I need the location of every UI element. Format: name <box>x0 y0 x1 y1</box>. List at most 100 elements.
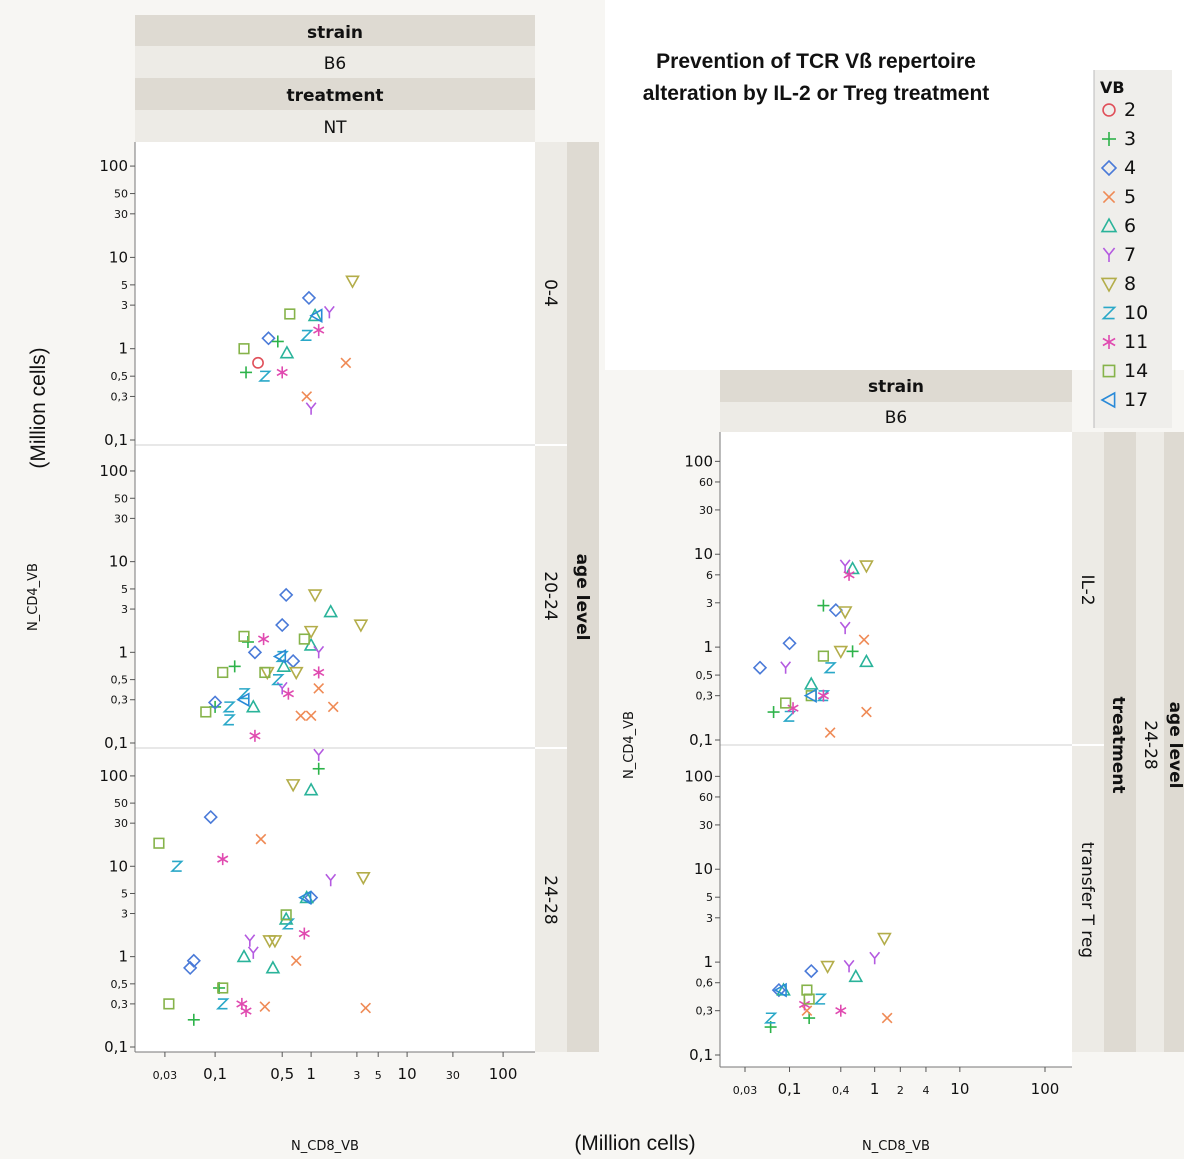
right-row1-ytick-1: 60 <box>699 476 713 489</box>
right-xtick-1: 0,1 <box>778 1080 802 1098</box>
legend-symbol-vb-7 <box>1102 247 1116 262</box>
point-facet4-vb10-13 <box>813 993 828 1005</box>
left-plot-area <box>135 142 535 1052</box>
point-facet3-vb4-4 <box>782 636 797 651</box>
point-facet2-vb5-8 <box>259 1001 271 1012</box>
point-facet2-vb11-30 <box>298 927 310 940</box>
point-facet3-vb11-23 <box>843 568 855 581</box>
left-row2-ytick-4: 5 <box>121 583 128 596</box>
point-facet2-vb4-4 <box>186 953 201 968</box>
point-facet3-vb8-15 <box>833 645 849 660</box>
legend-symbol-vb-14 <box>1102 364 1116 378</box>
point-facet1-vb4-3 <box>207 695 223 710</box>
point-facet3-vb14-26 <box>817 650 830 662</box>
legend-symbol-vb-11 <box>1102 335 1116 349</box>
left-xtick-7: 30 <box>446 1069 460 1082</box>
left-row1-ytick-0: 100 <box>99 157 128 175</box>
point-facet2-vb6-12 <box>265 960 281 974</box>
legend-title: VB <box>1100 78 1125 97</box>
point-facet0-vb4-3 <box>301 290 317 306</box>
point-facet2-vb8-23 <box>355 871 371 886</box>
chart-title-line2: alteration by IL-2 or Treg treatment <box>643 82 990 105</box>
point-facet1-vb17-38 <box>272 649 287 664</box>
point-facet1-vb14-32 <box>200 706 212 718</box>
left-row1-ytick-9: 0,1 <box>104 431 128 449</box>
right-header-strain-label: strain <box>868 377 924 397</box>
point-facet1-vb7-17 <box>313 645 325 659</box>
point-facet4-vb5-4 <box>801 1005 813 1017</box>
left-row3-ytick-9: 0,1 <box>104 1038 128 1056</box>
point-facet4-vb10-12 <box>763 1012 778 1024</box>
point-facet3-vb6-11 <box>859 653 874 668</box>
left-xtick-1: 0,1 <box>203 1065 227 1083</box>
y-unit-label: (Million cells) <box>27 347 50 468</box>
point-facet1-vb11-31 <box>313 666 325 679</box>
legend-symbol-vb-6 <box>1100 217 1118 233</box>
left-row1-ytick-7: 0,5 <box>111 370 129 383</box>
point-facet4-vb6-7 <box>848 968 864 983</box>
point-facet4-vb4-2 <box>771 982 787 998</box>
point-facet3-vb7-12 <box>780 661 792 674</box>
left-x-axis-label: N_CD8_VB <box>291 1139 359 1154</box>
point-facet0-vb17-18 <box>309 308 323 324</box>
right-row2-ytick-4: 5 <box>706 891 713 904</box>
point-facet1-vb11-29 <box>257 633 270 646</box>
left-row3-ytick-4: 5 <box>121 887 128 900</box>
point-facet1-vb4-5 <box>279 587 294 603</box>
right-row1-ytick-9: 0,1 <box>689 731 713 749</box>
right-xtick-3: 1 <box>870 1080 880 1098</box>
legend-symbol-vb-17 <box>1100 391 1116 409</box>
point-facet4-vb4-3 <box>804 963 819 979</box>
point-facet3-vb7-13 <box>839 559 851 572</box>
point-facet1-vb17-37 <box>236 692 250 708</box>
point-facet2-vb5-7 <box>255 833 267 845</box>
point-facet2-vb7-17 <box>247 946 259 959</box>
point-facet2-vb5-9 <box>290 955 302 967</box>
right-xtick-4: 2 <box>897 1084 904 1097</box>
right-row1-ytick-6: 1 <box>703 638 713 656</box>
right-xtick-7: 100 <box>1031 1080 1060 1098</box>
legend-symbol-vb-3 <box>1102 132 1116 146</box>
right-xtick-2: 0,4 <box>832 1084 850 1097</box>
point-facet0-vb2-0 <box>252 356 264 369</box>
right-side-strips: IL-2 transfer T reg treatment 24-28 age … <box>1072 432 1184 1052</box>
left-side-strips: 0-4 20-24 24-28 age level <box>535 142 599 1052</box>
left-xtick-4: 3 <box>353 1069 360 1082</box>
point-facet4-vb7-9 <box>869 951 881 965</box>
left-side-age-level-label: age level <box>572 554 592 641</box>
point-facet3-vb11-21 <box>787 702 799 715</box>
point-facet2-vb8-22 <box>285 779 301 793</box>
left-row2-ytick-2: 30 <box>114 512 128 525</box>
right-side-age-level-label: age level <box>1165 702 1184 789</box>
right-plot-area <box>720 432 1072 1067</box>
legend-label-vb-7: 7 <box>1124 244 1136 266</box>
point-facet2-vb6-15 <box>299 889 315 904</box>
point-facet0-vb7-9 <box>305 402 317 415</box>
point-facet2-vb7-18 <box>325 873 337 887</box>
right-y-axis-label: N_CD4_VB <box>622 711 637 779</box>
legend-label-vb-8: 8 <box>1124 273 1136 295</box>
left-row2-ytick-7: 0,5 <box>111 674 129 687</box>
point-facet4-vb8-11 <box>877 932 892 947</box>
point-facet2-vb14-31 <box>153 837 165 849</box>
left-row1-ytick-5: 3 <box>121 299 128 312</box>
left-row1-ytick-4: 5 <box>121 279 128 292</box>
right-row1-ytick-2: 30 <box>699 504 713 517</box>
point-facet0-vb3-17 <box>271 335 284 348</box>
point-facet1-vb10-23 <box>222 714 236 726</box>
left-header-treatment-value: NT <box>323 118 347 138</box>
right-row2-ytick-0: 100 <box>684 767 713 785</box>
legend-symbol-vb-5 <box>1102 190 1116 204</box>
point-facet1-vb10-26 <box>271 674 285 686</box>
right-side-treatment-label: treatment <box>1108 696 1128 793</box>
point-facet2-vb6-14 <box>303 782 319 796</box>
point-facet3-vb5-7 <box>858 634 870 646</box>
left-row1-ytick-3: 10 <box>109 248 128 266</box>
point-facet1-vb8-19 <box>288 666 304 681</box>
left-row3-ytick-6: 1 <box>118 948 128 966</box>
left-row3-ytick-7: 0,5 <box>111 978 129 991</box>
point-facet3-vb3-0 <box>767 706 780 719</box>
right-header-strain-value: B6 <box>885 408 907 428</box>
legend-symbol-vb-10 <box>1101 306 1117 320</box>
facet-label-age-24-28: 24-28 <box>540 875 560 924</box>
